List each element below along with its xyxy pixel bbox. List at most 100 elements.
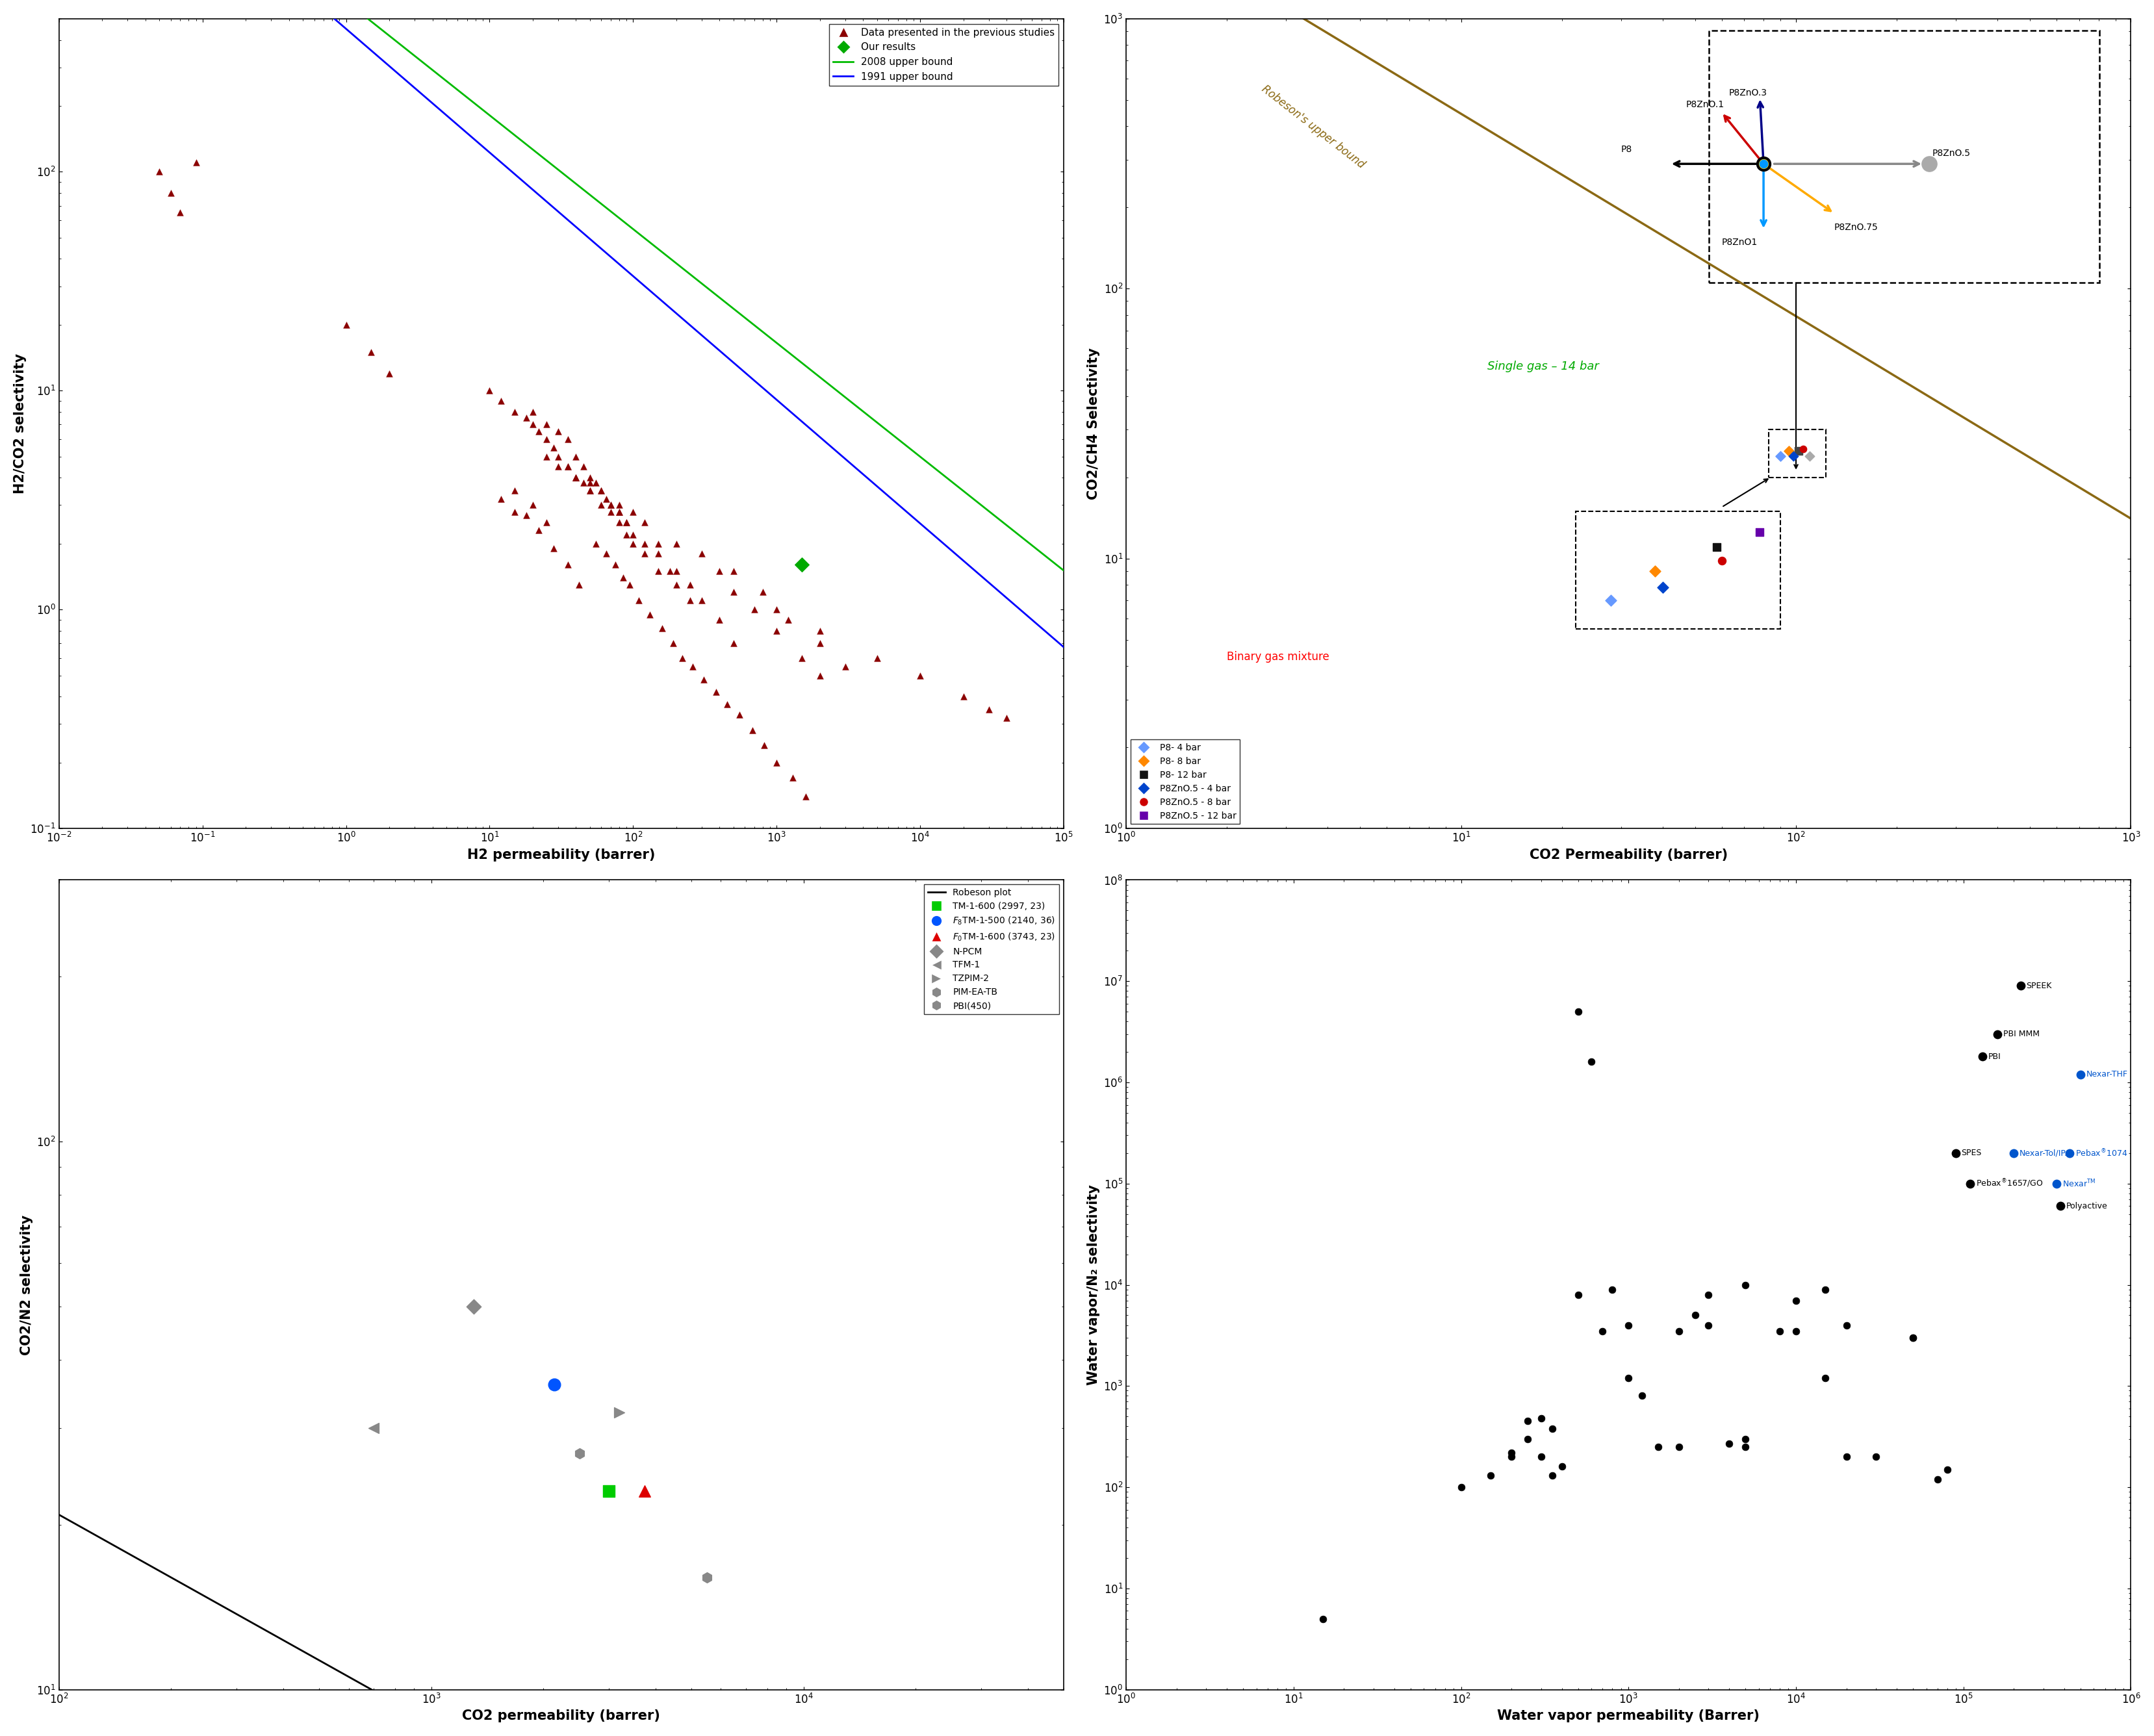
Point: [903, 661, 937, 689]
Point: [1534, 1462, 1568, 1489]
Point: [687, 665, 722, 693]
Point: [1493, 1443, 1527, 1470]
Point: [1637, 557, 1672, 585]
Point: [562, 571, 597, 599]
Point: [601, 509, 635, 536]
Text: Robeson's upper bound: Robeson's upper bound: [1260, 83, 1366, 170]
Point: [616, 529, 651, 557]
Point: [599, 550, 633, 578]
Text: Nexar-THF: Nexar-THF: [2085, 1069, 2126, 1078]
Bar: [1768, 431, 1827, 477]
Point: [758, 616, 793, 644]
Legend: Robeson plot, TM-1-600 (2997, 23), $F_8$TM-1-500 (2140, 36), $F_0$TM-1-600 (3743: Robeson plot, TM-1-600 (2997, 23), $F_8$…: [924, 885, 1060, 1014]
Point: [353, 339, 388, 366]
Point: [584, 491, 618, 519]
Point: [1712, 1430, 1747, 1458]
X-axis label: H2 permeability (barrer): H2 permeability (barrer): [467, 849, 655, 861]
Point: [685, 540, 719, 568]
Point: [1661, 1318, 1695, 1345]
Point: [530, 425, 564, 453]
Point: [601, 498, 635, 526]
Point: [627, 509, 661, 536]
Text: P8ZnO.3: P8ZnO.3: [1728, 89, 1766, 97]
Point: [1779, 1286, 1814, 1314]
Point: [1559, 1281, 1594, 1309]
Point: [642, 557, 676, 585]
Point: [567, 453, 601, 481]
Point: [1559, 998, 1594, 1026]
Point: [1534, 1415, 1568, 1443]
Point: [1829, 1443, 1863, 1470]
Point: [1646, 575, 1680, 602]
Text: Nexar$^{\rm TM}$: Nexar$^{\rm TM}$: [2061, 1179, 2096, 1189]
Point: [472, 377, 506, 404]
Point: [164, 200, 198, 227]
Point: [758, 595, 793, 623]
Point: [584, 477, 618, 505]
Point: [541, 443, 575, 470]
Point: [1728, 1271, 1762, 1299]
Text: Pebax$^{\circledR}$1074: Pebax$^{\circledR}$1074: [2074, 1147, 2126, 1158]
Point: [1523, 1404, 1557, 1432]
Point: [659, 557, 694, 585]
Point: [775, 764, 810, 792]
Text: Pebax$^{\circledR}$1657/GO: Pebax$^{\circledR}$1657/GO: [1975, 1179, 2042, 1189]
Point: [536, 434, 571, 462]
Point: [142, 158, 177, 186]
Point: [573, 477, 607, 505]
Point: [612, 571, 646, 599]
Point: [536, 535, 571, 562]
Point: [803, 630, 838, 658]
Point: [666, 644, 700, 672]
Point: [709, 691, 743, 719]
Point: [616, 498, 651, 526]
Point: [1762, 1318, 1796, 1345]
Point: [946, 682, 980, 710]
Point: [573, 469, 607, 496]
Point: [1728, 1425, 1762, 1453]
Point: [549, 453, 584, 481]
Point: [788, 783, 823, 811]
Point: [601, 491, 635, 519]
Point: [722, 701, 756, 729]
Point: [153, 179, 187, 207]
Text: P8ZnO.75: P8ZnO.75: [1833, 222, 1878, 233]
Point: [715, 578, 750, 606]
Point: [558, 464, 592, 491]
Text: SPES: SPES: [1960, 1149, 1982, 1158]
Point: [2040, 1170, 2074, 1198]
Point: [758, 748, 793, 776]
Point: [698, 679, 732, 707]
Point: [689, 1564, 724, 1592]
Point: [588, 540, 623, 568]
Point: [653, 557, 687, 585]
Point: [1594, 1276, 1628, 1304]
Point: [1980, 1021, 2014, 1049]
Text: P8: P8: [1620, 146, 1631, 155]
Point: [549, 550, 584, 578]
Point: [1781, 437, 1816, 465]
Point: [771, 606, 806, 634]
Point: [644, 615, 679, 642]
Y-axis label: Water vapor/N₂ selectivity: Water vapor/N₂ selectivity: [1086, 1184, 1099, 1385]
Point: [623, 587, 657, 615]
Point: [1624, 1382, 1659, 1410]
Point: [1775, 443, 1809, 470]
Point: [573, 477, 607, 505]
Point: [579, 469, 614, 496]
Point: [627, 1477, 661, 1505]
Point: [702, 606, 737, 634]
Point: [784, 550, 819, 578]
Point: [1939, 1139, 1973, 1167]
Point: [498, 498, 532, 526]
Point: [536, 1371, 571, 1399]
Text: P8ZnO.5: P8ZnO.5: [1932, 149, 1971, 158]
Point: [616, 521, 651, 549]
Point: [803, 616, 838, 644]
Point: [1745, 149, 1779, 177]
Point: [1510, 1425, 1544, 1453]
Point: [1691, 1281, 1725, 1309]
Point: [610, 509, 644, 536]
Point: [2003, 972, 2038, 1000]
X-axis label: CO2 Permeability (barrer): CO2 Permeability (barrer): [1529, 849, 1728, 861]
